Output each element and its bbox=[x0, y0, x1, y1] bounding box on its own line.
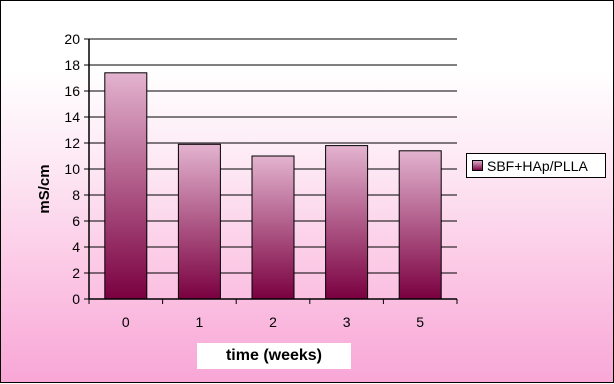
y-tick-label: 12 bbox=[64, 135, 80, 151]
y-tick-label: 4 bbox=[72, 239, 80, 255]
bar bbox=[398, 150, 442, 300]
x-axis-title: time (weeks) bbox=[197, 343, 351, 369]
y-axis-title: mS/cm bbox=[36, 164, 53, 213]
y-tick-label: 8 bbox=[72, 187, 80, 203]
x-tick-label: 5 bbox=[416, 314, 424, 330]
bar bbox=[325, 145, 369, 300]
y-tick-label: 18 bbox=[64, 57, 80, 73]
y-tick-label: 20 bbox=[64, 31, 80, 47]
y-tick-label: 14 bbox=[64, 109, 80, 125]
y-tick-label: 6 bbox=[72, 213, 80, 229]
x-tick-label: 1 bbox=[196, 314, 204, 330]
x-tick-label: 3 bbox=[343, 314, 351, 330]
y-tick-label: 10 bbox=[64, 161, 80, 177]
bars bbox=[104, 72, 442, 300]
legend: SBF+HAp/PLLA bbox=[466, 153, 606, 178]
legend-label: SBF+HAp/PLLA bbox=[487, 157, 588, 174]
legend-swatch-icon bbox=[472, 160, 483, 171]
bar bbox=[177, 143, 221, 300]
y-tick-label: 2 bbox=[72, 265, 80, 281]
y-tick-label: 16 bbox=[64, 83, 80, 99]
x-tick-label: 0 bbox=[122, 314, 130, 330]
bar bbox=[251, 155, 295, 300]
y-tick-label: 0 bbox=[72, 291, 80, 307]
axes bbox=[84, 38, 458, 304]
bar bbox=[104, 72, 148, 300]
x-tick-label: 2 bbox=[269, 314, 277, 330]
